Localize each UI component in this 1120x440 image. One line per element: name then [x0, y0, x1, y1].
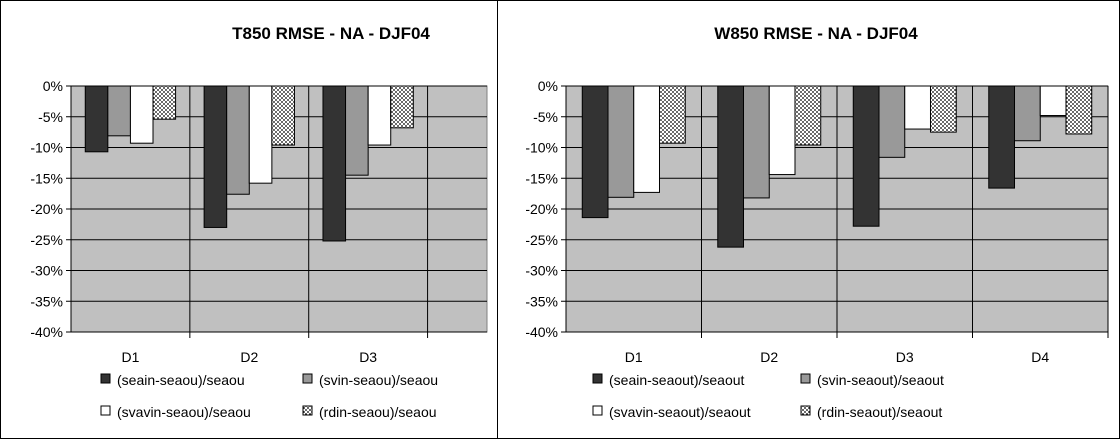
- category-label: D3: [359, 349, 377, 365]
- y-tick-label: -35%: [525, 293, 558, 309]
- bar: [633, 85, 660, 193]
- y-tick-label: -15%: [30, 170, 63, 186]
- legend-swatch: [100, 405, 111, 416]
- legend-swatch: [592, 373, 603, 384]
- legend-label: (svin-seaout)/seaout: [817, 372, 944, 388]
- chart-title: T850 RMSE - NA - DJF04: [232, 24, 430, 43]
- y-tick-label: -10%: [30, 140, 63, 156]
- y-tick-label: 0%: [538, 78, 558, 94]
- bar: [152, 85, 177, 120]
- bar: [794, 85, 822, 146]
- chart-panel-t850: T850 RMSE - NA - DJF04 0% -5% -10% -15% -20% -…: [0, 0, 498, 439]
- bar: [107, 85, 131, 137]
- category-label: D2: [240, 349, 258, 365]
- bar: [581, 85, 609, 219]
- legend-label: (svavin-seaout)/seaout: [609, 404, 751, 420]
- legend-label: (seain-seaout)/seaout: [609, 372, 745, 388]
- category-label: D1: [121, 349, 139, 365]
- bar: [203, 85, 228, 228]
- y-tick-label: -20%: [525, 201, 558, 217]
- category-label: D1: [625, 349, 643, 365]
- chart-w850-svg: W850 RMSE - NA - DJF04 0% -5% -10% -15% -20% -…: [525, 24, 1109, 420]
- category-label: D4: [1031, 349, 1049, 365]
- bar: [717, 85, 745, 248]
- bar: [129, 85, 154, 144]
- y-tick-label: -35%: [30, 293, 63, 309]
- y-tick-label: -40%: [525, 324, 558, 340]
- chart-panel-w850: W850 RMSE - NA - DJF04 0% -5% -10% -15% -20% -…: [498, 0, 1120, 439]
- y-tick-label: -25%: [30, 232, 63, 248]
- bar: [743, 85, 770, 199]
- legend-label: (rdin-seaout)/seaout: [817, 404, 942, 420]
- legend-label: (seain-seaou)/seaou: [117, 372, 245, 388]
- legend-swatch: [302, 373, 313, 384]
- legend-swatch: [592, 405, 603, 416]
- bar: [1065, 85, 1093, 135]
- y-tick-label: -40%: [30, 324, 63, 340]
- bar: [852, 85, 880, 227]
- bar: [271, 85, 295, 146]
- chart-t850-svg: T850 RMSE - NA - DJF04 0% -5% -10% -15% -20% -…: [30, 24, 488, 420]
- bar: [878, 85, 906, 158]
- legend-swatch: [800, 405, 811, 416]
- bar: [1039, 85, 1067, 117]
- bar: [988, 85, 1016, 189]
- y-tick-label: -5%: [533, 109, 558, 125]
- bar: [367, 85, 392, 146]
- bar: [768, 85, 796, 176]
- bar: [390, 85, 414, 129]
- y-tick-label: -30%: [30, 263, 63, 279]
- legend-swatch: [302, 405, 313, 416]
- category-label: D3: [896, 349, 914, 365]
- bar: [1014, 85, 1041, 142]
- category-label: D2: [760, 349, 778, 365]
- legend-label: (svin-seaou)/seaou: [319, 372, 438, 388]
- y-tick-label: 0%: [43, 78, 63, 94]
- legend-label: (rdin-seaou)/seaou: [319, 404, 437, 420]
- y-tick-label: -20%: [30, 201, 63, 217]
- legend-label: (svavin-seaou)/seaou: [117, 404, 251, 420]
- legend-swatch: [800, 373, 811, 384]
- y-tick-label: -10%: [525, 140, 558, 156]
- y-tick-label: -5%: [38, 109, 63, 125]
- bar: [929, 85, 957, 133]
- bar: [322, 85, 347, 242]
- bar: [607, 85, 635, 198]
- bar: [84, 85, 109, 153]
- bar: [226, 85, 250, 195]
- bar: [904, 85, 931, 130]
- y-tick-label: -15%: [525, 170, 558, 186]
- legend-swatch: [100, 373, 111, 384]
- y-tick-label: -25%: [525, 232, 558, 248]
- bar: [658, 85, 686, 144]
- y-tick-label: -30%: [525, 263, 558, 279]
- bar: [248, 85, 273, 184]
- bar: [345, 85, 369, 176]
- chart-title: W850 RMSE - NA - DJF04: [714, 24, 918, 43]
